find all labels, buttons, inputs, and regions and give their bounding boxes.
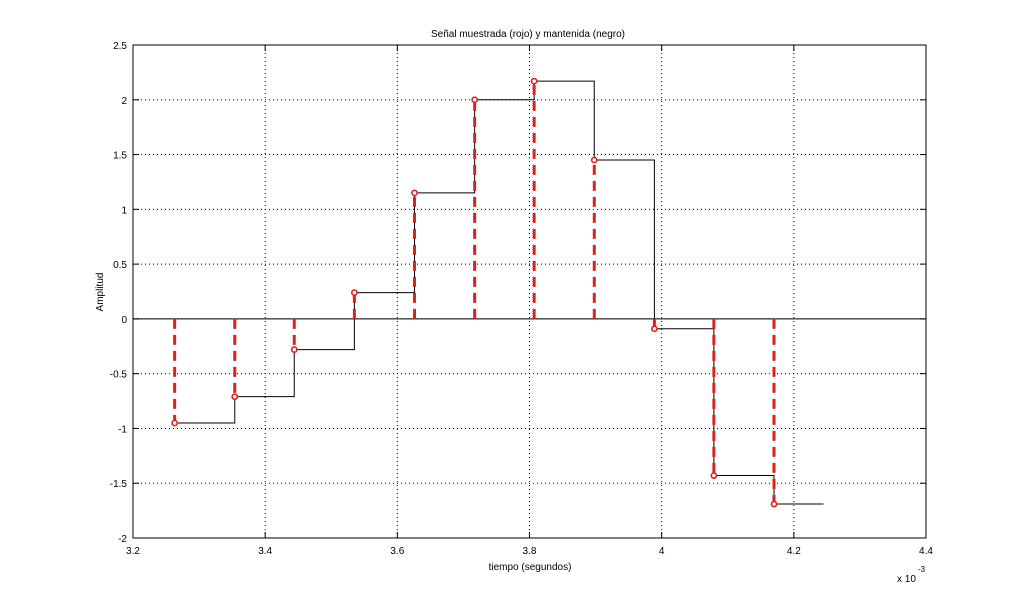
sample-point bbox=[231, 393, 239, 401]
y-tick-label: 0 bbox=[121, 315, 127, 326]
x-tick-label: 4 bbox=[659, 546, 665, 557]
sample-point bbox=[290, 346, 298, 353]
sample-point bbox=[171, 419, 179, 427]
x-multiplier-exponent: -3 bbox=[918, 565, 926, 574]
sample-point bbox=[770, 500, 778, 508]
y-tick-label: 1 bbox=[121, 205, 127, 216]
sampled-signal-series bbox=[171, 77, 778, 508]
chart-title: Señal muestrada (rojo) y mantenida (negr… bbox=[431, 29, 625, 40]
sample-point bbox=[350, 289, 358, 296]
sample-point bbox=[710, 472, 718, 479]
x-tick-label: 4.2 bbox=[787, 546, 801, 557]
x-axis-label: tiempo (segundos) bbox=[489, 562, 572, 573]
y-tick-label: 2.5 bbox=[113, 41, 127, 52]
sample-point bbox=[530, 77, 538, 85]
x-tick-label: 4.4 bbox=[919, 546, 933, 557]
x-tick-label: 3.8 bbox=[523, 546, 537, 557]
x-tick-label: 3.6 bbox=[390, 546, 404, 557]
sample-point bbox=[471, 96, 479, 104]
y-tick-label: 0.5 bbox=[113, 260, 127, 271]
x-tick-label: 3.4 bbox=[258, 546, 272, 557]
x-multiplier-label: x 10 bbox=[897, 574, 916, 585]
y-tick-label: -0.5 bbox=[110, 370, 128, 381]
y-tick-label: -1.5 bbox=[110, 479, 128, 490]
y-axis-label: Amplitud bbox=[95, 273, 106, 312]
y-tick-label: -2 bbox=[118, 534, 127, 545]
y-tick-label: -1 bbox=[118, 424, 127, 435]
y-tick-label: 2 bbox=[121, 96, 127, 107]
sample-point bbox=[590, 156, 598, 164]
sample-point bbox=[650, 325, 658, 333]
axis-ticks: 3.2 3.4 3.6 3.8 4 4.2 4.4 -2 -1.5 -1 -0.5 0 0.5 1 1.5 2… bbox=[110, 41, 934, 557]
x-tick-label: 3.2 bbox=[126, 546, 140, 557]
sample-point bbox=[411, 189, 418, 197]
y-tick-label: 1.5 bbox=[113, 151, 127, 162]
